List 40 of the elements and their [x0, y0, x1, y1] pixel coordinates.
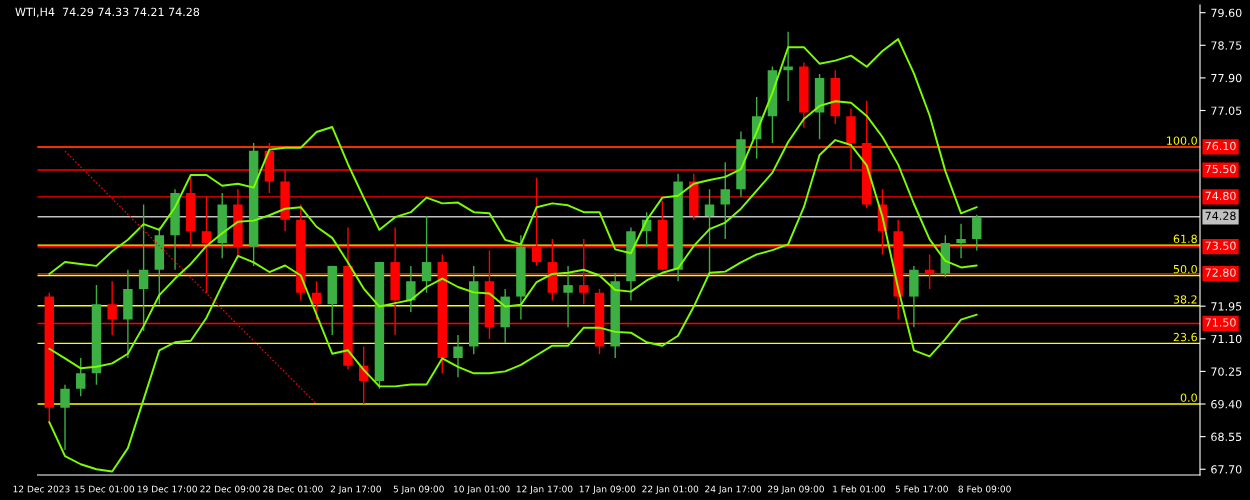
y-tick-label: 70.25	[1211, 367, 1242, 376]
x-tick-label: 15 Dec 01:00	[74, 485, 135, 493]
y-tick-label: 68.55	[1211, 432, 1242, 442]
y-tick-label: 69.40	[1211, 400, 1242, 409]
y-tick-label: 78.75	[1211, 41, 1242, 50]
annotation: 23.6	[1173, 332, 1197, 342]
x-tick-label: 19 Dec 17:00	[137, 485, 197, 493]
x-tick-label: 5 Feb 17:00	[895, 485, 948, 493]
ref-line-label: 71.50	[1205, 318, 1236, 327]
x-tick-label: 2 Jan 17:00	[330, 485, 381, 495]
x-tick-label: 28 Dec 01:00	[263, 485, 323, 493]
x-tick-label: 8 Feb 09:00	[958, 485, 1011, 493]
x-tick-label: 1 Feb 01:00	[833, 485, 886, 493]
x-tick-label: 22 Dec 09:00	[200, 485, 260, 493]
x-tick-label: 24 Jan 17:00	[705, 485, 762, 495]
x-tick-label: 17 Jan 09:00	[579, 485, 636, 495]
x-tick-label: 10 Jan 01:00	[454, 485, 510, 495]
ref-line-label: 73.50	[1205, 241, 1236, 250]
y-tick-label: 67.70	[1211, 465, 1242, 474]
ref-line-label: 74.80	[1205, 191, 1236, 201]
annotation: 50.0	[1173, 264, 1197, 274]
y-tick-label: 71.10	[1211, 334, 1242, 344]
x-tick-label: 22 Jan 01:00	[642, 485, 699, 495]
ref-line-label: 74.28	[1205, 211, 1236, 221]
chart-title: WTI,H4 74.29 74.33 74.21 74.28	[15, 7, 200, 18]
x-tick-label: 5 Jan 09:00	[393, 485, 444, 495]
ref-line-label: 76.10	[1205, 141, 1236, 151]
annotation: 61.8	[1173, 234, 1197, 244]
annotation: 38.2	[1173, 295, 1197, 304]
ref-line-label: 75.50	[1205, 164, 1236, 174]
annotation: 0.0	[1180, 393, 1197, 402]
annotation: 100.0	[1167, 136, 1197, 145]
y-tick-label: 79.60	[1211, 8, 1242, 18]
ref-line-label: 72.80	[1205, 268, 1236, 277]
y-tick-label: 71.95	[1211, 302, 1242, 311]
y-tick-label: 77.90	[1211, 73, 1242, 83]
x-tick-label: 12 Dec 2023	[13, 485, 70, 493]
x-tick-label: 12 Jan 17:00	[516, 485, 573, 495]
y-tick-label: 77.05	[1211, 106, 1242, 115]
x-tick-label: 29 Jan 09:00	[768, 485, 824, 495]
